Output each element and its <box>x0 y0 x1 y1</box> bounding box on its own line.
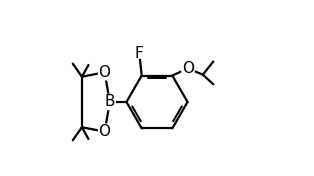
Text: O: O <box>182 61 194 76</box>
Text: O: O <box>99 124 111 139</box>
Text: O: O <box>99 65 111 80</box>
Text: B: B <box>105 95 115 109</box>
Text: F: F <box>135 46 143 61</box>
